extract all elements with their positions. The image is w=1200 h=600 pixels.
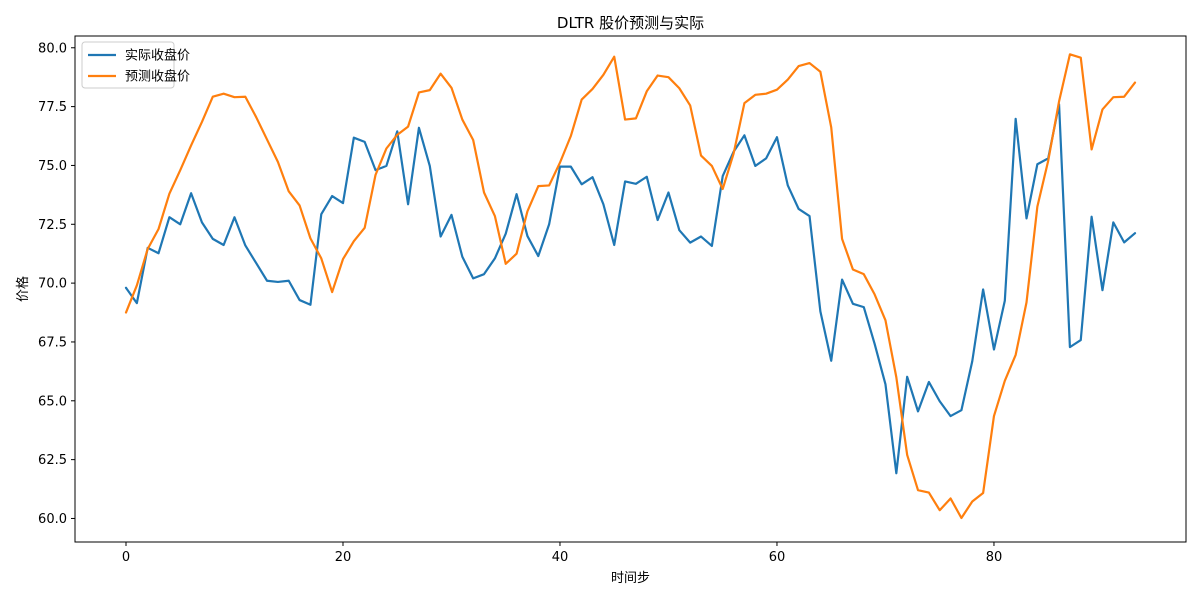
x-tick-label: 0 xyxy=(122,550,130,565)
series-line-1 xyxy=(124,103,1137,475)
y-tick-label: 80.0 xyxy=(38,41,67,56)
x-axis-label: 时间步 xyxy=(611,571,650,586)
x-tick-label: 40 xyxy=(552,550,569,565)
y-tick-label: 67.5 xyxy=(38,335,67,350)
y-axis: 60.0 62.5 65.0 67.5 70.0 72.5 75.0 77.5 80.0 xyxy=(38,41,75,527)
plot-frame xyxy=(74,35,1187,543)
legend-label-2: 预测收盘价 xyxy=(125,69,190,85)
x-tick-label: 80 xyxy=(986,550,1003,565)
legend-label-1: 实际收盘价 xyxy=(125,48,190,64)
y-tick-label: 62.5 xyxy=(38,453,67,468)
plot-area xyxy=(124,53,1137,520)
y-tick-label: 72.5 xyxy=(38,218,67,233)
x-axis: 0 20 40 60 80 xyxy=(122,542,1002,565)
y-tick-label: 75.0 xyxy=(38,159,67,174)
chart-title: DLTR 股价预测与实际 xyxy=(557,14,704,32)
y-tick-label: 70.0 xyxy=(38,277,67,292)
y-tick-label: 77.5 xyxy=(38,100,67,115)
x-tick-label: 20 xyxy=(335,550,352,565)
y-tick-label: 65.0 xyxy=(38,394,67,409)
y-axis-label: 价格 xyxy=(15,276,31,302)
series-line-2 xyxy=(124,53,1137,520)
y-tick-label: 60.0 xyxy=(38,512,67,527)
x-tick-label: 60 xyxy=(769,550,786,565)
